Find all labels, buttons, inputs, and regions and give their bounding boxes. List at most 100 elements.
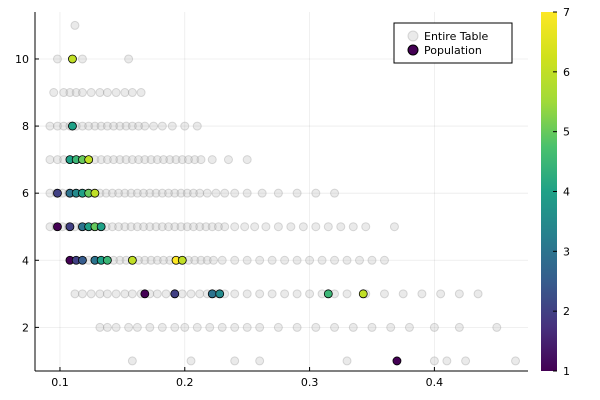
entire-table-point bbox=[436, 289, 446, 299]
entire-table-point bbox=[230, 322, 240, 332]
entire-table-point bbox=[52, 155, 62, 165]
entire-table-point bbox=[192, 121, 202, 131]
entire-table-point bbox=[127, 155, 137, 165]
entire-table-point bbox=[149, 121, 159, 131]
entire-table-point bbox=[127, 289, 137, 299]
entire-table-point bbox=[220, 188, 230, 198]
entire-table-point bbox=[170, 222, 180, 232]
entire-table-point bbox=[45, 155, 55, 165]
entire-table-point bbox=[124, 54, 134, 64]
entire-table-point bbox=[127, 356, 137, 366]
entire-table-point bbox=[126, 222, 136, 232]
entire-table-point bbox=[167, 121, 177, 131]
entire-table-point bbox=[176, 188, 186, 198]
entire-table-point bbox=[242, 188, 252, 198]
entire-table-point bbox=[220, 222, 230, 232]
entire-table-point bbox=[102, 121, 112, 131]
entire-table-point bbox=[111, 322, 121, 332]
entire-table-point bbox=[261, 222, 271, 232]
legend-marker-entire-table bbox=[407, 30, 419, 42]
entire-table-point bbox=[151, 222, 161, 232]
entire-table-point bbox=[140, 155, 150, 165]
population-point bbox=[140, 289, 150, 299]
entire-table-point bbox=[511, 356, 521, 366]
entire-table-point bbox=[139, 188, 149, 198]
entire-table-point bbox=[379, 255, 389, 265]
entire-table-point bbox=[86, 88, 96, 98]
entire-table-point bbox=[190, 255, 200, 265]
entire-table-point bbox=[267, 255, 277, 265]
entire-table-point bbox=[146, 255, 156, 265]
entire-table-point bbox=[132, 322, 142, 332]
entire-table-point bbox=[361, 222, 371, 232]
entire-table-point bbox=[145, 188, 155, 198]
entire-table-point bbox=[111, 289, 121, 299]
entire-table-point bbox=[389, 222, 399, 232]
entire-table-point bbox=[429, 322, 439, 332]
entire-table-point bbox=[184, 155, 194, 165]
population-point bbox=[215, 289, 225, 299]
entire-table-point bbox=[121, 155, 131, 165]
entire-table-point bbox=[95, 88, 105, 98]
entire-table-point bbox=[170, 188, 180, 198]
entire-table-point bbox=[136, 88, 146, 98]
entire-table-point bbox=[159, 255, 169, 265]
colorbar-tick-label: 4 bbox=[563, 186, 570, 199]
entire-table-point bbox=[217, 255, 227, 265]
entire-table-point bbox=[323, 222, 333, 232]
legend-label-entire-table: Entire Table bbox=[424, 30, 489, 43]
entire-table-point bbox=[442, 356, 452, 366]
entire-table-point bbox=[242, 289, 252, 299]
entire-table-point bbox=[461, 356, 471, 366]
entire-table-point bbox=[202, 188, 212, 198]
entire-table-point bbox=[124, 322, 134, 332]
entire-table-point bbox=[348, 322, 358, 332]
entire-table-point bbox=[242, 322, 252, 332]
entire-table-point bbox=[311, 322, 321, 332]
entire-table-point bbox=[65, 88, 75, 98]
entire-table-point bbox=[230, 289, 240, 299]
y-tick-label: 10 bbox=[15, 53, 29, 66]
entire-table-point bbox=[157, 322, 167, 332]
entire-table-point bbox=[273, 322, 283, 332]
entire-table-point bbox=[152, 155, 162, 165]
y-tick-label: 8 bbox=[22, 120, 29, 133]
entire-table-point bbox=[189, 222, 199, 232]
entire-table-point bbox=[217, 322, 227, 332]
entire-table-point bbox=[102, 322, 112, 332]
entire-table-point bbox=[189, 188, 199, 198]
population-point bbox=[127, 255, 137, 265]
entire-table-point bbox=[157, 121, 167, 131]
entire-table-point bbox=[145, 322, 155, 332]
x-axis-ticks: 0.1 0.2 0.3 0.4 bbox=[51, 367, 443, 389]
entire-table-point bbox=[305, 289, 315, 299]
entire-table-point bbox=[473, 289, 483, 299]
entire-table-point bbox=[140, 121, 150, 131]
entire-table-point bbox=[70, 289, 80, 299]
entire-table-point bbox=[52, 54, 62, 64]
y-axis-ticks: 2 4 6 8 10 bbox=[15, 53, 39, 334]
entire-table-point bbox=[120, 88, 130, 98]
entire-table-point bbox=[240, 222, 250, 232]
entire-table-point bbox=[114, 188, 124, 198]
colorbar-ticks: 1 2 3 4 5 6 7 bbox=[553, 6, 570, 378]
population-point bbox=[102, 255, 112, 265]
entire-table-point bbox=[367, 255, 377, 265]
entire-table-point bbox=[145, 222, 155, 232]
entire-table-point bbox=[255, 255, 265, 265]
entire-table-point bbox=[348, 222, 358, 232]
entire-table-point bbox=[161, 289, 171, 299]
entire-table-point bbox=[77, 121, 87, 131]
entire-table-point bbox=[164, 188, 174, 198]
entire-table-point bbox=[186, 289, 196, 299]
entire-table-point bbox=[292, 322, 302, 332]
entire-table-point bbox=[52, 121, 62, 131]
y-tick-label: 6 bbox=[22, 187, 29, 200]
entire-table-point bbox=[90, 121, 100, 131]
entire-table-point bbox=[120, 289, 130, 299]
entire-table-point bbox=[101, 188, 111, 198]
colorbar-tick-label: 2 bbox=[563, 305, 570, 318]
entire-table-point bbox=[159, 155, 169, 165]
entire-table-point bbox=[171, 155, 181, 165]
population-point bbox=[90, 188, 100, 198]
